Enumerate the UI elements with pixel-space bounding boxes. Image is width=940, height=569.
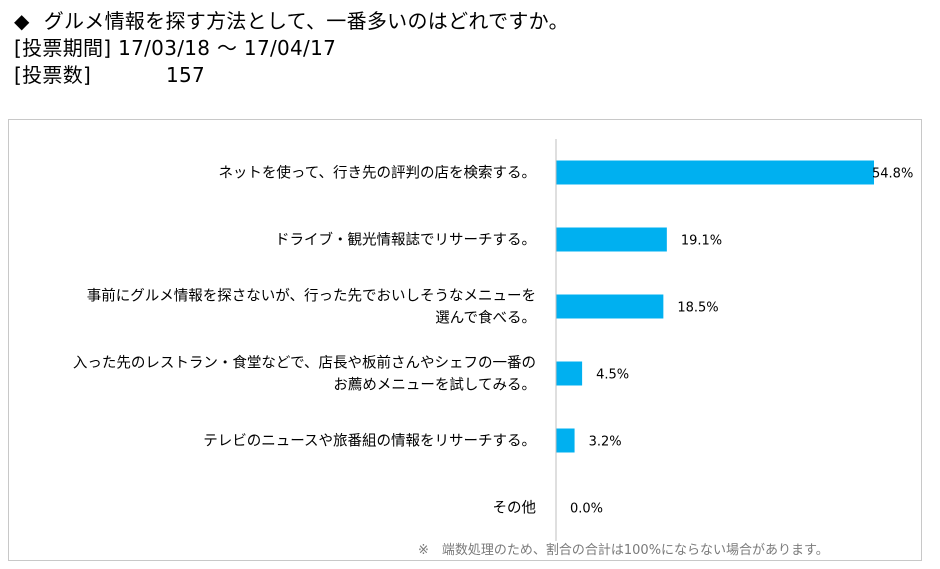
bar-1 xyxy=(556,227,667,252)
vote-count-label: [投票数] xyxy=(14,63,92,87)
bar-0 xyxy=(556,160,874,185)
voting-period: [投票期間] 17/03/18 ～ 17/04/17 xyxy=(14,35,569,62)
category-label-0-0: ネットを使って、行き先の評判の店を検索する。 xyxy=(218,165,536,182)
voting-period-label: [投票期間] xyxy=(14,36,112,60)
value-label-1: 19.1% xyxy=(681,234,722,249)
category-label-5-0: その他 xyxy=(493,500,537,517)
value-label-3: 4.5% xyxy=(596,368,629,383)
vote-count-value: 157 xyxy=(166,63,206,87)
category-label-2-1: 選んで食べる。 xyxy=(435,310,536,327)
category-label-1-0: ドライブ・観光情報誌でリサーチする。 xyxy=(275,231,536,249)
bar-4 xyxy=(556,428,575,453)
value-label-4: 3.2% xyxy=(589,435,622,450)
footnote: ※ 端数処理のため、割合の合計は100%にならない場合があります。 xyxy=(418,543,829,558)
value-label-0: 54.8% xyxy=(872,167,913,182)
chart-header: ◆ グルメ情報を探す方法として、一番多いのはどれですか。 [投票期間] 17/03… xyxy=(14,8,569,89)
category-label-3-1: お薦めメニューを試してみる。 xyxy=(333,377,536,394)
bar-2 xyxy=(556,294,664,319)
category-label-3-0: 入った先のレストラン・食堂などで、店長や板前さんやシェフの一番の xyxy=(73,354,536,372)
chart-frame xyxy=(8,119,922,561)
bar-3 xyxy=(556,361,583,386)
category-label-2-0: 事前にグルメ情報を探さないが、行った先でおいしそうなメニューを xyxy=(87,288,536,305)
value-label-2: 18.5% xyxy=(677,301,718,316)
vote-count: [投票数] 157 xyxy=(14,62,569,89)
category-label-4-0: テレビのニュースや旅番組の情報をリサーチする。 xyxy=(203,433,536,450)
question-title-line: ◆ グルメ情報を探す方法として、一番多いのはどれですか。 xyxy=(14,8,569,35)
question-title: グルメ情報を探す方法として、一番多いのはどれですか。 xyxy=(43,9,569,33)
diamond-bullet-icon: ◆ xyxy=(14,9,30,33)
value-label-5: 0.0% xyxy=(570,502,603,517)
voting-period-value: 17/03/18 ～ 17/04/17 xyxy=(118,36,337,60)
